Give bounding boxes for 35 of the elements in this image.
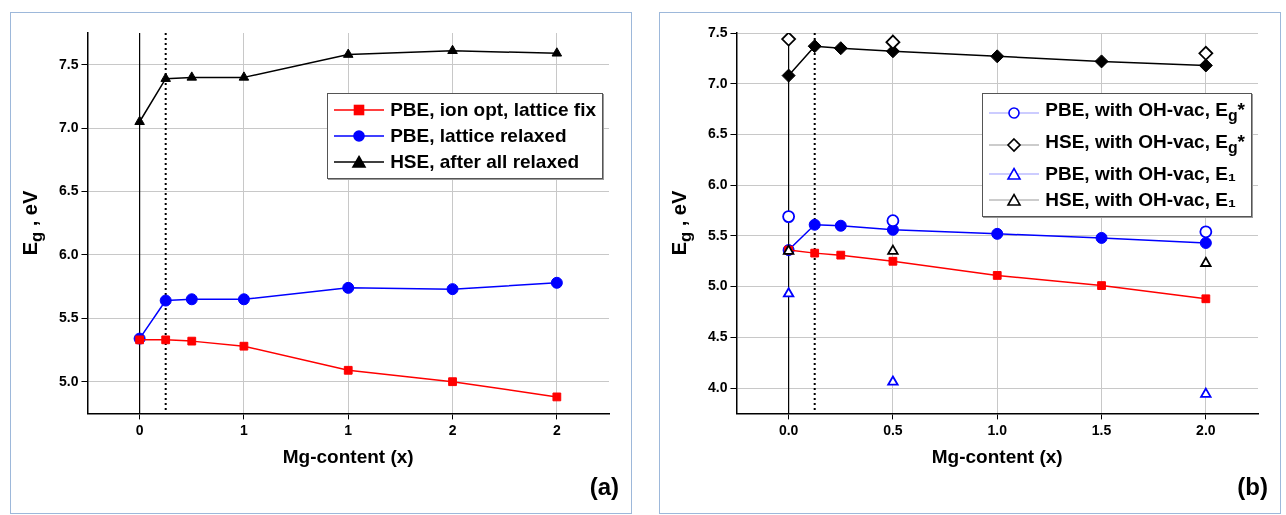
x-tick-label: 1 <box>344 421 353 438</box>
text: (a) <box>589 473 619 501</box>
x-tick-label: 2 <box>552 421 561 438</box>
x-tick-label: 0 <box>135 421 144 438</box>
legend-label: HSE, after all relaxed <box>390 150 580 174</box>
y-tick-label: 7.0 <box>58 118 79 135</box>
y-tick-label: 4.0 <box>707 378 728 395</box>
x-tick-label: 1 <box>240 421 249 438</box>
legend-label: PBE, ion opt, lattice fix <box>390 98 596 122</box>
x-tick-label: 1.5 <box>1091 421 1112 438</box>
x-tick-label: 0.5 <box>883 421 903 438</box>
y-tick-label: 6.0 <box>707 176 728 193</box>
x-tick-label: 1.0 <box>987 421 1008 438</box>
y-tick-label: 6.0 <box>58 245 79 262</box>
x-axis-title: Mg-content (x) <box>282 445 414 467</box>
y-tick-label: 7.0 <box>707 74 728 91</box>
legend-label: PBE, with OH-vac, E$_{g}$* <box>1045 98 1245 126</box>
y-tick-label: 4.5 <box>707 328 728 345</box>
legend-label: PBE, with OH-vac, E₁ <box>1045 161 1236 186</box>
y-tick-label: 6.5 <box>58 182 79 199</box>
legend-label: HSE, with OH-vac, E$_{g}$* <box>1045 129 1245 158</box>
x-tick-label: 2 <box>448 421 457 438</box>
x-axis-title: Mg-content (x) <box>931 445 1063 467</box>
legend-label: PBE, lattice relaxed <box>390 124 567 148</box>
x-tick-label: 0.0 <box>778 421 799 438</box>
y-tick-label: 5.5 <box>58 309 79 326</box>
y-tick-label: 5.5 <box>707 226 728 243</box>
y-tick-label: 6.5 <box>707 125 728 142</box>
y-tick-label: 5.0 <box>707 277 728 294</box>
y-tick-label: 7.5 <box>707 23 728 40</box>
legend-label: HSE, with OH-vac, E₁ <box>1045 187 1236 212</box>
y-tick-label: 7.5 <box>58 55 79 72</box>
text: (b) <box>1237 473 1268 501</box>
x-tick-label: 2.0 <box>1196 421 1216 438</box>
y-tick-label: 5.0 <box>58 372 79 389</box>
